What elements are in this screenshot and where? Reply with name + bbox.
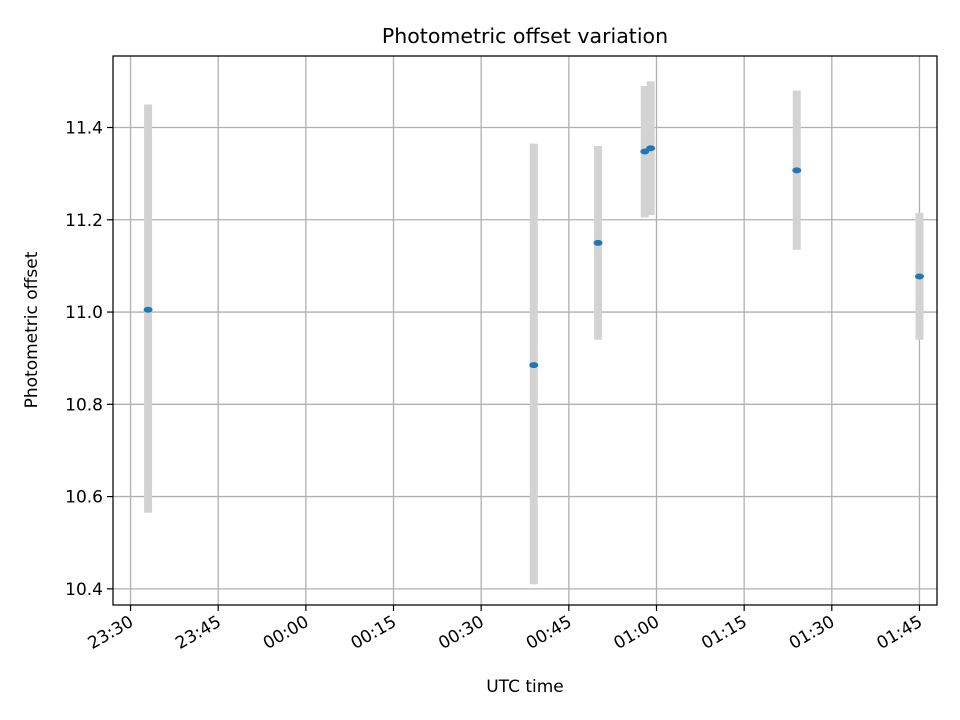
x-tick-label: 01:15 <box>698 612 750 654</box>
data-point <box>143 306 153 313</box>
y-tick-label: 11.4 <box>65 119 103 139</box>
x-tick-label: 23:30 <box>85 612 137 654</box>
y-tick-label: 11.0 <box>65 303 103 323</box>
y-tick-label: 11.2 <box>65 211 103 231</box>
grid <box>113 56 937 605</box>
y-tick-label: 10.4 <box>65 580 103 600</box>
x-tick-label: 00:00 <box>260 612 312 654</box>
x-axis-label: UTC time <box>486 677 564 697</box>
x-tick-label: 01:45 <box>874 612 926 654</box>
data-points <box>143 145 924 369</box>
chart-title: Photometric offset variation <box>382 24 668 48</box>
x-tick-label: 01:00 <box>611 612 663 654</box>
x-tick-label: 01:30 <box>786 612 838 654</box>
y-tick-label: 10.6 <box>65 488 103 508</box>
data-point <box>529 362 539 369</box>
y-tick-label: 10.8 <box>65 395 103 415</box>
data-point <box>914 273 924 280</box>
plot-background <box>113 56 937 605</box>
data-point <box>646 145 656 152</box>
data-point <box>792 167 802 174</box>
x-tick-label: 23:45 <box>172 612 224 654</box>
x-tick-label: 00:15 <box>348 612 400 654</box>
data-point <box>593 239 603 246</box>
x-axis-ticks: 23:30 23:45 00:00 00:15 00:30 00:45 01:00 01:15… <box>85 605 926 654</box>
plot-frame <box>112 55 938 606</box>
y-axis-label: Photometric offset <box>22 251 42 408</box>
x-tick-label: 00:45 <box>523 612 575 654</box>
x-tick-label: 00:30 <box>435 612 487 654</box>
y-axis-ticks: 10.4 10.6 10.8 11.0 11.2 11.4 <box>65 119 113 600</box>
